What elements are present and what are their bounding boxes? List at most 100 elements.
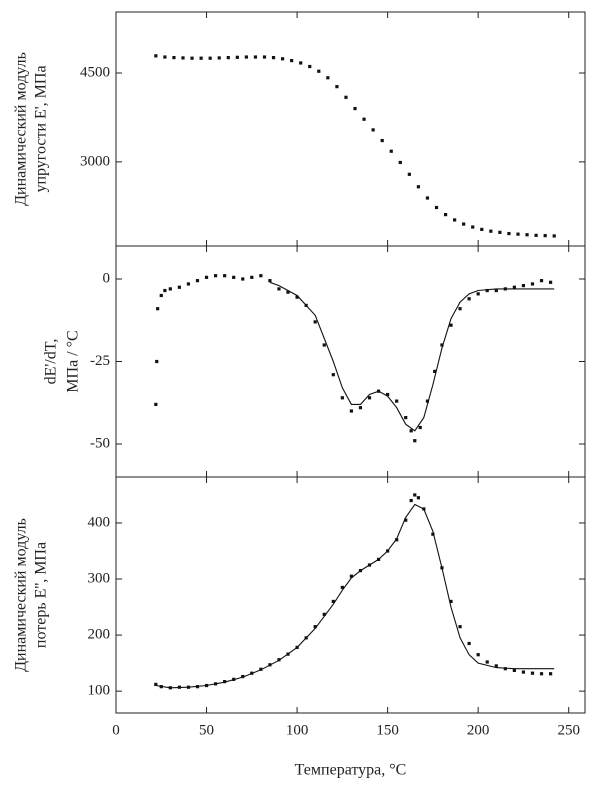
y-tick-label: -50 xyxy=(90,435,110,451)
data-point xyxy=(371,128,375,132)
data-point xyxy=(353,106,357,111)
plot-frame xyxy=(115,245,586,478)
data-point xyxy=(467,641,471,646)
x-tick-label: 50 xyxy=(199,722,214,738)
plot-frame xyxy=(115,11,586,247)
data-point xyxy=(159,293,163,298)
data-point xyxy=(409,498,413,503)
data-point xyxy=(181,56,185,60)
plot-frame xyxy=(115,476,586,714)
data-point xyxy=(362,117,366,121)
data-point xyxy=(418,425,422,430)
data-point xyxy=(340,396,344,400)
data-point xyxy=(476,653,480,657)
data-point xyxy=(530,282,535,286)
data-point xyxy=(326,76,330,80)
data-point xyxy=(163,288,167,293)
data-point xyxy=(512,285,516,289)
data-point xyxy=(349,409,354,413)
data-point xyxy=(349,574,354,578)
data-point xyxy=(512,668,516,672)
data-point xyxy=(548,280,553,284)
y-tick-label: 300 xyxy=(88,570,111,586)
data-point xyxy=(521,670,526,674)
y-axis-label: МПа / °C xyxy=(65,330,82,392)
data-point xyxy=(395,399,399,403)
data-point xyxy=(494,288,498,293)
data-point xyxy=(476,292,480,296)
data-point xyxy=(268,279,272,283)
data-point xyxy=(177,285,181,289)
data-point xyxy=(539,672,544,676)
data-point xyxy=(322,612,326,616)
data-point xyxy=(154,54,158,58)
data-point xyxy=(199,56,203,60)
data-point xyxy=(389,149,393,153)
data-point xyxy=(425,399,430,403)
data-point xyxy=(525,233,529,237)
y-tick-label: 400 xyxy=(88,514,111,530)
y-tick-label: 100 xyxy=(88,683,111,699)
data-point xyxy=(539,279,544,283)
data-point xyxy=(503,667,507,671)
data-point xyxy=(172,56,176,60)
data-point xyxy=(277,287,281,291)
data-point xyxy=(290,58,294,63)
data-point xyxy=(458,307,462,311)
data-point xyxy=(413,439,417,443)
data-point xyxy=(521,284,526,288)
data-point xyxy=(253,55,258,59)
data-point xyxy=(232,275,236,279)
data-point xyxy=(223,274,227,278)
y-axis-label: потерь E'', МПа xyxy=(33,542,50,648)
data-point xyxy=(386,392,390,397)
data-point xyxy=(458,625,462,629)
y-axis-label: Динамический модуль xyxy=(13,52,30,206)
y-axis-label: dE'/dT, xyxy=(43,339,60,385)
data-point xyxy=(467,297,471,301)
data-point xyxy=(407,172,411,176)
data-point xyxy=(358,406,363,410)
data-point xyxy=(213,274,218,278)
data-point xyxy=(471,225,475,229)
x-axis-label: Температура, °C xyxy=(295,762,407,779)
data-point xyxy=(416,185,421,189)
data-point xyxy=(190,56,194,60)
data-point xyxy=(462,222,466,226)
data-point xyxy=(195,279,200,283)
data-point xyxy=(548,672,553,676)
data-point xyxy=(313,320,317,324)
data-point xyxy=(155,359,159,364)
data-point xyxy=(280,57,285,61)
data-point xyxy=(367,396,372,400)
data-point xyxy=(295,295,299,299)
x-tick-label: 150 xyxy=(376,722,399,738)
data-point xyxy=(335,85,339,89)
data-point xyxy=(244,55,248,59)
data-point xyxy=(317,69,321,73)
data-point xyxy=(286,290,290,294)
data-point xyxy=(409,429,413,433)
y-tick-label: 0 xyxy=(103,270,111,286)
data-point xyxy=(241,277,245,281)
data-point xyxy=(434,205,439,210)
data-point xyxy=(443,213,448,217)
data-point xyxy=(498,230,502,234)
data-point xyxy=(449,599,453,604)
data-point xyxy=(485,660,489,664)
data-point xyxy=(534,233,538,237)
x-tick-label: 0 xyxy=(112,722,120,738)
data-point xyxy=(480,227,484,232)
data-point xyxy=(235,55,239,59)
data-point xyxy=(259,274,263,278)
data-point xyxy=(186,282,191,286)
data-point xyxy=(440,343,444,347)
data-point xyxy=(168,287,172,291)
data-point xyxy=(344,95,348,99)
data-point xyxy=(552,234,556,238)
y-tick-label: 4500 xyxy=(80,64,110,80)
y-tick-label: -25 xyxy=(90,353,110,369)
data-point xyxy=(156,307,160,311)
data-point xyxy=(331,373,335,377)
